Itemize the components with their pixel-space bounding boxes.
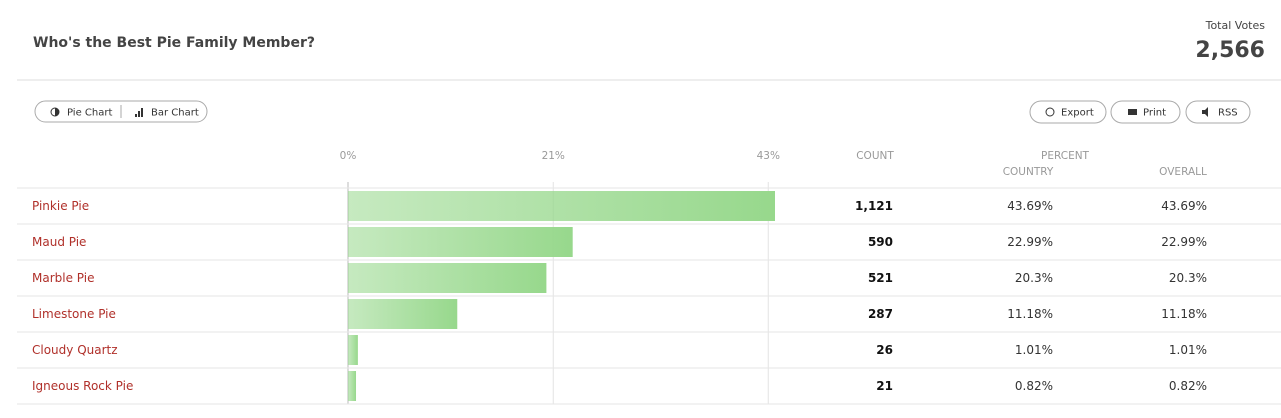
button-frame	[1029, 100, 1107, 124]
total-votes: 2,566	[1195, 38, 1265, 63]
x-tick-label: 0%	[340, 150, 357, 162]
vote-count: 590	[868, 235, 893, 249]
option-name: Limestone Pie	[32, 307, 116, 321]
poll-title: Who's the Best Pie Family Member?	[33, 35, 315, 51]
x-tick-label: 21%	[542, 150, 565, 162]
print-button[interactable]: Print	[1110, 100, 1181, 124]
rss-icon	[1202, 107, 1208, 117]
country-percent: 20.3%	[1015, 271, 1053, 285]
option-name: Marble Pie	[32, 271, 94, 285]
export-button[interactable]: Export	[1029, 100, 1107, 124]
bar	[348, 263, 547, 293]
bar	[348, 299, 458, 329]
overall-percent: 22.99%	[1161, 235, 1207, 249]
vote-count: 26	[876, 343, 893, 357]
country-percent: 22.99%	[1007, 235, 1053, 249]
button-label: Pie Chart	[67, 108, 112, 119]
bar	[348, 371, 357, 401]
overall-percent: 0.82%	[1169, 379, 1207, 393]
country-percent: 11.18%	[1007, 307, 1053, 321]
option-name: Cloudy Quartz	[32, 343, 118, 357]
bar	[348, 335, 358, 365]
country-percent: 43.69%	[1007, 199, 1053, 213]
vote-count: 287	[868, 307, 893, 321]
button-frame	[1110, 100, 1181, 124]
overall-percent: 43.69%	[1161, 199, 1207, 213]
overall-percent: 1.01%	[1169, 343, 1207, 357]
option-name: Maud Pie	[32, 235, 86, 249]
bar-chart-button[interactable]: Bar Chart	[135, 108, 199, 119]
bar	[348, 191, 775, 221]
vote-count: 521	[868, 271, 893, 285]
country-percent: 0.82%	[1015, 379, 1053, 393]
bar-icon	[135, 114, 137, 117]
pie-icon-half	[55, 108, 59, 116]
column-header: OVERALL	[1159, 166, 1207, 178]
view-toggle: Pie Chart Bar Chart	[34, 100, 208, 123]
button-frame	[1185, 100, 1251, 124]
button-label: Export	[1061, 108, 1094, 119]
vote-count: 21	[876, 379, 893, 393]
print-icon	[1128, 109, 1137, 115]
overall-percent: 20.3%	[1169, 271, 1207, 285]
button-label: Print	[1143, 108, 1166, 119]
column-header: COUNT	[856, 150, 894, 162]
rss-button[interactable]: RSS	[1185, 100, 1251, 124]
bar-icon	[138, 111, 140, 117]
x-tick-label: 43%	[757, 150, 780, 162]
column-header: PERCENT	[1041, 150, 1090, 162]
total-label: Total Votes	[1205, 19, 1266, 32]
bar-icon	[141, 108, 143, 117]
column-header: COUNTRY	[1003, 166, 1054, 178]
button-label: Bar Chart	[151, 108, 199, 119]
country-percent: 1.01%	[1015, 343, 1053, 357]
pie-chart-button[interactable]: Pie Chart	[50, 107, 112, 119]
vote-count: 1,121	[855, 199, 893, 213]
bar	[348, 227, 573, 257]
option-name: Pinkie Pie	[32, 199, 89, 213]
button-label: RSS	[1218, 108, 1238, 119]
overall-percent: 11.18%	[1161, 307, 1207, 321]
export-icon	[1045, 107, 1055, 117]
option-name: Igneous Rock Pie	[32, 379, 133, 393]
